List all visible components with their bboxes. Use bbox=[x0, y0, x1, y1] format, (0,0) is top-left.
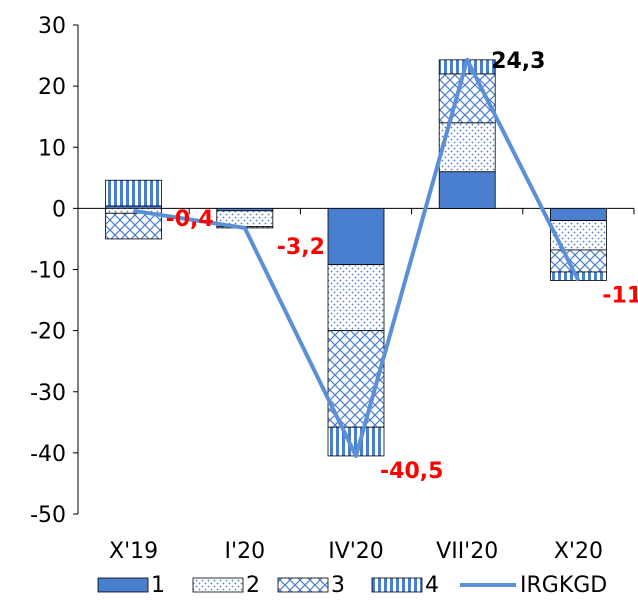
bar-series-3 bbox=[550, 249, 607, 273]
data-label: -40,5 bbox=[380, 459, 443, 484]
legend-swatch-3 bbox=[277, 577, 329, 593]
x-tick-label: X'19 bbox=[109, 539, 158, 564]
bar-series-1 bbox=[327, 207, 385, 266]
data-label: -0,4 bbox=[166, 207, 214, 232]
legend-label: IRGKGD bbox=[520, 573, 607, 598]
bar-series-2 bbox=[327, 264, 385, 332]
line-series bbox=[133, 57, 581, 458]
bar-series-4 bbox=[105, 179, 162, 207]
axes: 30 20 10 0 -10 -20 -30 -40 -50 bbox=[30, 14, 635, 528]
legend-label: 4 bbox=[425, 573, 439, 598]
y-tick-label: 10 bbox=[38, 136, 66, 161]
x-tick-label: I'20 bbox=[225, 539, 266, 564]
data-labels: -0,4 -3,2 -40,5 24,3 -11,8 bbox=[166, 49, 638, 484]
legend-swatch-1 bbox=[97, 577, 149, 593]
legend-label: 3 bbox=[331, 573, 345, 598]
bars bbox=[105, 59, 607, 457]
x-axis-ticks: X'19 I'20 IV'20 VII'20 X'20 bbox=[109, 539, 603, 564]
x-tick-label: IV'20 bbox=[328, 539, 384, 564]
data-label: -3,2 bbox=[277, 235, 325, 260]
y-tick-label: -40 bbox=[30, 442, 66, 467]
bar-series-1 bbox=[550, 207, 607, 222]
y-tick-label: -30 bbox=[30, 381, 66, 406]
y-tick-label: 20 bbox=[38, 75, 66, 100]
legend-label: 1 bbox=[151, 573, 165, 598]
legend: 1 2 3 4 IRGKGD bbox=[97, 573, 607, 598]
data-label: -11,8 bbox=[602, 284, 638, 309]
y-tick-label: 30 bbox=[38, 14, 66, 39]
y-tick-label: -20 bbox=[30, 320, 66, 345]
legend-swatch-4 bbox=[371, 577, 423, 593]
bar-series-3 bbox=[105, 212, 162, 240]
data-label: 24,3 bbox=[491, 49, 545, 74]
y-tick-label: 0 bbox=[52, 197, 66, 222]
y-tick-label: -50 bbox=[30, 503, 66, 528]
line-series-IRGKGD bbox=[133, 57, 581, 458]
bar-series-1 bbox=[438, 171, 496, 209]
bar-series-3 bbox=[327, 330, 385, 428]
x-tick-label: X'20 bbox=[554, 539, 603, 564]
legend-label: 2 bbox=[246, 573, 260, 598]
y-tick-label: -10 bbox=[30, 259, 66, 284]
legend-swatch-2 bbox=[192, 577, 244, 593]
x-tick-label: VII'20 bbox=[436, 539, 498, 564]
